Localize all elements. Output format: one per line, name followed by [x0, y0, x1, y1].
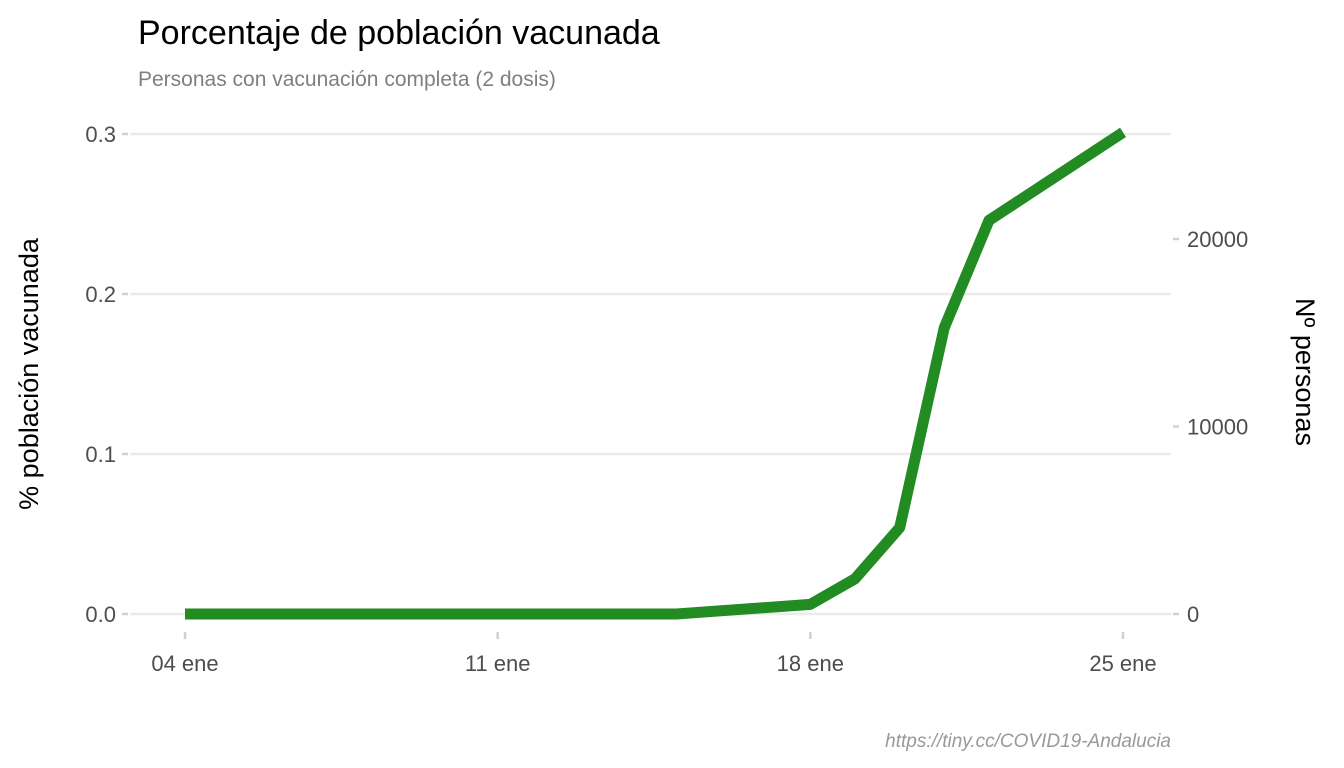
x-tick-label-3: 25 ene: [1089, 651, 1156, 676]
y2-tick-label-1: 10000: [1187, 415, 1248, 440]
y2-axis-title: Nº personas: [1290, 298, 1320, 446]
chart-title: Porcentaje de población vacunada: [138, 14, 660, 52]
y-tick-label-2: 0.2: [85, 282, 116, 307]
y2-tick-label-0: 0: [1187, 602, 1199, 627]
series-line-0: [185, 127, 1127, 620]
x-tick-label-1: 11 ene: [465, 651, 531, 676]
chart-subtitle: Personas con vacunación completa (2 dosi…: [138, 68, 556, 91]
chart-caption: https://tiny.cc/COVID19-Andalucia: [885, 731, 1171, 752]
y-tick-label-0: 0.0: [85, 602, 116, 627]
y-tick-label-1: 0.1: [85, 442, 116, 467]
y-tick-label-3: 0.3: [85, 122, 116, 147]
x-tick-label-2: 18 ene: [777, 651, 844, 676]
y-axis-title: % población vacunada: [14, 237, 44, 510]
series-layer: [185, 127, 1127, 620]
tick-labels: 0.0 0.1 0.2 0.3 0 10000 20000 04 ene 11 ene 18 en…: [85, 122, 1248, 676]
y2-tick-label-2: 20000: [1187, 227, 1248, 252]
x-tick-label-0: 04 ene: [151, 651, 218, 676]
axis-ticks: [122, 132, 1179, 639]
